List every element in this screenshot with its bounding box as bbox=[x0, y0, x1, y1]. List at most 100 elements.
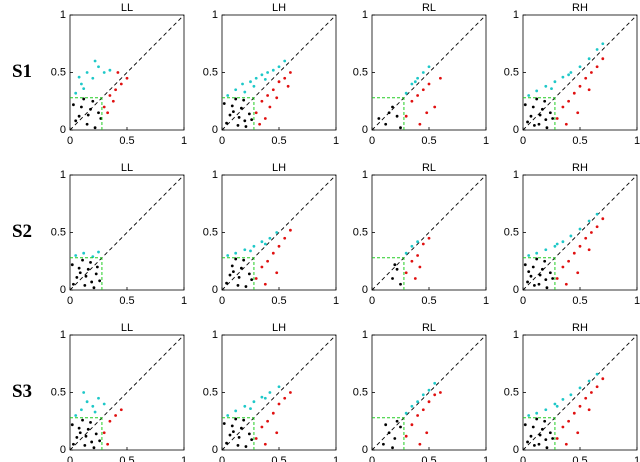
point bbox=[587, 219, 591, 223]
point bbox=[228, 113, 232, 117]
point bbox=[601, 377, 605, 381]
row-label: S2 bbox=[12, 221, 32, 242]
point bbox=[90, 280, 94, 284]
x-tick-label: 0.5 bbox=[271, 455, 286, 462]
point bbox=[413, 80, 417, 84]
point bbox=[404, 91, 408, 95]
point bbox=[567, 99, 570, 103]
point bbox=[89, 421, 92, 424]
y-tick-label: 0.5 bbox=[504, 386, 519, 398]
point bbox=[421, 393, 425, 397]
point bbox=[416, 414, 419, 417]
point bbox=[410, 99, 414, 103]
row-label: S3 bbox=[12, 381, 32, 402]
x-tick-label: 0.5 bbox=[421, 455, 436, 462]
point bbox=[572, 91, 576, 95]
point bbox=[254, 277, 258, 280]
point bbox=[404, 114, 408, 118]
point bbox=[576, 111, 580, 115]
point bbox=[595, 385, 599, 389]
point bbox=[578, 84, 582, 88]
x-tick-label: 0.5 bbox=[271, 295, 286, 307]
point bbox=[410, 259, 414, 263]
y-tick-label: 0.5 bbox=[353, 386, 368, 398]
point bbox=[232, 270, 235, 273]
point bbox=[391, 277, 394, 280]
point bbox=[584, 76, 588, 80]
point bbox=[263, 396, 267, 400]
point bbox=[75, 275, 79, 279]
point bbox=[527, 254, 531, 257]
point bbox=[578, 404, 582, 408]
point bbox=[260, 425, 264, 429]
x-tick-label: 0.5 bbox=[572, 295, 587, 307]
point bbox=[533, 284, 536, 287]
point bbox=[260, 395, 264, 399]
point bbox=[544, 84, 548, 88]
point bbox=[393, 437, 397, 440]
point bbox=[533, 444, 536, 447]
x-tick-label: 1 bbox=[333, 135, 339, 147]
point bbox=[561, 425, 565, 429]
point bbox=[548, 431, 552, 435]
point bbox=[77, 426, 81, 430]
point bbox=[533, 124, 536, 127]
point bbox=[529, 114, 533, 118]
point bbox=[111, 99, 115, 103]
diagonal bbox=[69, 334, 185, 451]
point bbox=[544, 408, 548, 412]
y-tick-label: 0 bbox=[513, 444, 519, 456]
point bbox=[108, 68, 112, 72]
point bbox=[90, 440, 94, 444]
point bbox=[416, 76, 419, 80]
y-tick-label: 1 bbox=[362, 169, 368, 181]
point bbox=[391, 446, 394, 450]
point bbox=[421, 71, 425, 74]
point bbox=[232, 110, 235, 113]
point bbox=[234, 88, 238, 92]
point bbox=[569, 393, 573, 397]
point bbox=[252, 400, 256, 404]
point bbox=[271, 251, 275, 255]
diagonal bbox=[221, 14, 337, 131]
point bbox=[564, 442, 568, 446]
point bbox=[237, 275, 241, 279]
x-tick-label: 0.5 bbox=[421, 295, 436, 307]
point bbox=[540, 427, 544, 431]
point bbox=[74, 414, 78, 417]
point bbox=[244, 445, 248, 448]
point bbox=[268, 236, 272, 240]
point bbox=[85, 400, 89, 404]
point bbox=[416, 400, 419, 404]
point bbox=[399, 282, 402, 286]
point bbox=[237, 435, 241, 439]
point bbox=[555, 242, 559, 246]
point bbox=[263, 242, 267, 246]
y-tick-label: 0 bbox=[60, 444, 66, 456]
point bbox=[74, 91, 78, 95]
point bbox=[564, 282, 568, 286]
point bbox=[234, 409, 238, 413]
point bbox=[271, 68, 275, 72]
point bbox=[527, 94, 531, 97]
point bbox=[222, 422, 226, 425]
point bbox=[249, 80, 252, 84]
point bbox=[91, 76, 95, 80]
point bbox=[263, 282, 267, 286]
y-tick-label: 0.5 bbox=[353, 66, 368, 78]
y-tick-label: 0 bbox=[212, 444, 218, 456]
point bbox=[249, 249, 252, 253]
y-tick-label: 1 bbox=[513, 9, 519, 21]
point bbox=[526, 120, 529, 124]
point bbox=[567, 259, 570, 263]
point bbox=[77, 266, 81, 270]
point bbox=[537, 442, 541, 446]
point bbox=[289, 71, 292, 74]
chart-title: RH bbox=[572, 322, 588, 334]
point bbox=[416, 254, 419, 257]
point bbox=[74, 119, 78, 123]
point bbox=[83, 284, 87, 287]
x-tick-label: 1 bbox=[483, 455, 489, 462]
point bbox=[425, 431, 429, 435]
